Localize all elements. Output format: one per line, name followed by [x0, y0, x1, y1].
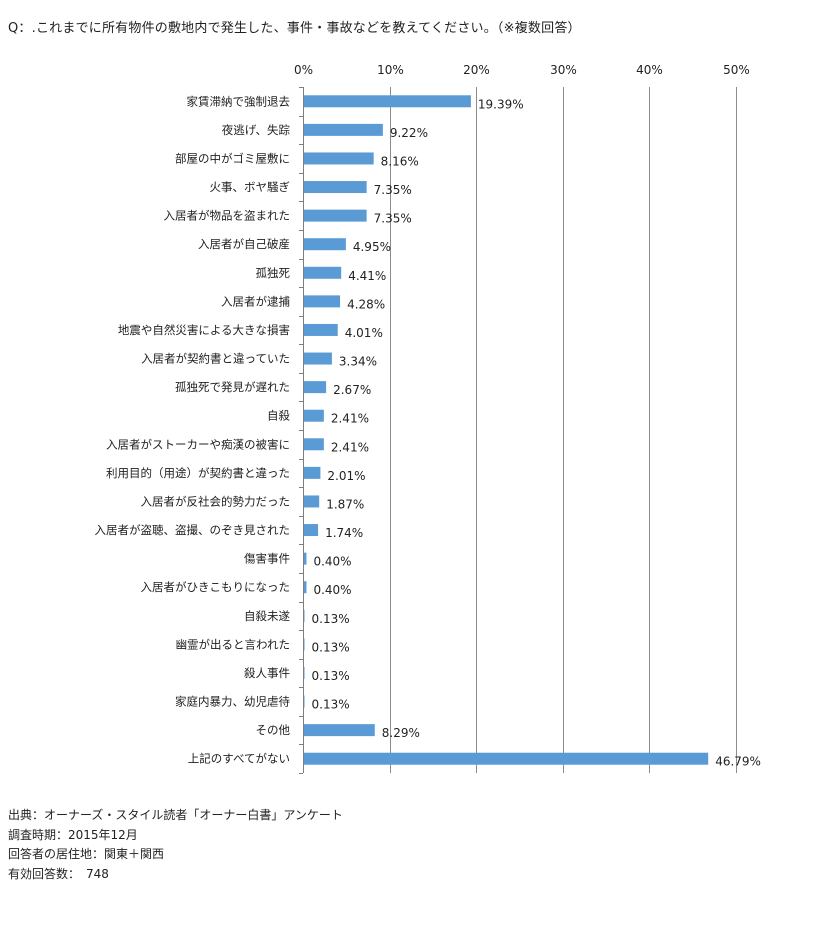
- category-label: 自殺: [267, 409, 290, 423]
- bar: [303, 381, 327, 394]
- bar: [303, 238, 346, 251]
- data-label: 3.34%: [339, 355, 377, 369]
- bar: [303, 724, 375, 737]
- footer-period: 調査時期：2015年12月: [8, 827, 138, 842]
- data-label: 1.87%: [326, 497, 364, 511]
- category-label: 自殺未遂: [244, 609, 290, 623]
- data-label: 4.41%: [348, 269, 386, 283]
- footer-source: 出典：オーナーズ・スタイル読者「オーナー白書」アンケート: [8, 808, 343, 822]
- data-label: 0.13%: [312, 612, 350, 626]
- category-label: 幽霊が出ると言われた: [176, 637, 290, 651]
- category-label: 入居者が反社会的勢力だった: [141, 494, 291, 508]
- data-label: 0.13%: [312, 698, 350, 712]
- data-label: 2.01%: [327, 469, 365, 483]
- bar: [303, 466, 321, 479]
- data-label: 2.41%: [331, 412, 369, 426]
- category-label: 家庭内暴力、幼児虐待: [175, 695, 290, 709]
- bar-chart: 0% 10% 20% 30% 40% 50% 家賃滞納で強制退去 19.39% 夜逃げ、失踪 9.…: [95, 63, 761, 774]
- bar: [303, 181, 367, 194]
- bar: [303, 295, 341, 308]
- x-tick-label: 0%: [294, 63, 313, 77]
- category-label: 孤独死: [256, 266, 291, 280]
- category-label: 入居者がひきこもりになった: [141, 580, 291, 594]
- category-label: 殺人事件: [244, 666, 290, 680]
- bar: [303, 266, 342, 279]
- category-label: 部屋の中がゴミ屋敷に: [175, 151, 290, 165]
- bar: [303, 752, 709, 765]
- category-label: 上記のすべてがない: [188, 752, 290, 766]
- x-tick-label: 10%: [377, 63, 404, 77]
- x-tick-label: 50%: [723, 63, 750, 77]
- bar: [303, 495, 320, 508]
- data-label: 0.13%: [312, 669, 350, 683]
- question-title: Q：.これまでに所有物件の敷地内で発生した、事件・事故などを教えてください。（※…: [8, 21, 581, 36]
- data-label: 46.79%: [715, 755, 761, 769]
- data-label: 4.28%: [347, 297, 385, 311]
- bar: [303, 552, 307, 565]
- bar: [303, 524, 319, 537]
- footer-notes: 出典：オーナーズ・スタイル読者「オーナー白書」アンケート 調査時期：2015年1…: [8, 806, 343, 884]
- data-label: 8.16%: [381, 154, 419, 168]
- data-label: 0.40%: [313, 583, 351, 597]
- category-label: 入居者が盗聴、盗撮、のぞき見された: [95, 523, 291, 537]
- bar: [303, 123, 383, 136]
- bar: [303, 95, 471, 108]
- category-label: 入居者が物品を盗まれた: [164, 209, 291, 223]
- bar: [303, 152, 374, 165]
- data-label: 1.74%: [325, 526, 363, 540]
- data-label: 7.35%: [374, 212, 412, 226]
- footer-responses: 有効回答数： 748: [8, 866, 109, 881]
- category-label: 孤独死で発見が遅れた: [175, 380, 290, 394]
- category-label: 傷害事件: [244, 552, 290, 566]
- category-label: 夜逃げ、失踪: [222, 123, 291, 137]
- x-tick-label: 30%: [550, 63, 577, 77]
- x-tick-label: 40%: [636, 63, 663, 77]
- bar: [303, 438, 324, 451]
- data-label: 19.39%: [478, 97, 524, 111]
- category-label: その他: [256, 723, 291, 737]
- category-label: 利用目的（用途）が契約書と違った: [106, 466, 290, 480]
- category-label: 火事、ボヤ騒ぎ: [210, 180, 291, 194]
- data-label: 7.35%: [374, 183, 412, 197]
- data-label: 0.40%: [313, 555, 351, 569]
- bar: [303, 209, 367, 222]
- category-label: 入居者が自己破産: [198, 237, 290, 251]
- category-label: 地震や自然災害による大きな損害: [118, 323, 290, 337]
- data-label: 0.13%: [312, 640, 350, 654]
- data-label: 4.95%: [353, 240, 391, 254]
- category-label: 入居者が契約書と違っていた: [141, 352, 290, 366]
- category-label: 家賃滞納で強制退去: [187, 94, 291, 108]
- footer-region: 回答者の居住地：関東＋関西: [8, 847, 165, 861]
- category-label: 入居者がストーカーや痴漢の被害に: [106, 437, 290, 451]
- bar: [303, 323, 338, 336]
- data-label: 9.22%: [390, 126, 428, 140]
- data-label: 2.41%: [331, 440, 369, 454]
- bar: [303, 409, 324, 422]
- data-label: 4.01%: [345, 326, 383, 340]
- x-tick-label: 20%: [463, 63, 490, 77]
- category-label: 入居者が逮捕: [221, 294, 290, 308]
- bar: [303, 581, 307, 594]
- data-label: 8.29%: [382, 726, 420, 740]
- data-label: 2.67%: [333, 383, 371, 397]
- bar: [303, 352, 332, 365]
